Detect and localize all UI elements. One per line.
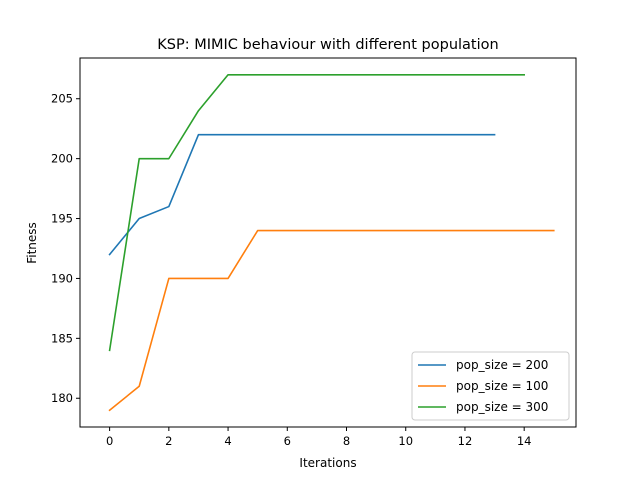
legend: pop_size = 200 pop_size = 100 pop_size = 3… xyxy=(411,351,570,421)
legend-label-2: pop_size = 300 xyxy=(456,400,548,414)
y-tick-label: 200 xyxy=(51,152,73,166)
x-axis-ticks: 0 2 4 6 8 10 12 14 xyxy=(106,427,532,448)
series-layer xyxy=(108,73,555,412)
x-tick-label: 6 xyxy=(284,434,291,448)
x-tick-label: 12 xyxy=(458,434,473,448)
chart-title: KSP: MIMIC behaviour with different popu… xyxy=(157,37,498,53)
legend-label-1: pop_size = 100 xyxy=(456,379,548,393)
legend-label-0: pop_size = 200 xyxy=(456,358,548,372)
x-tick-label: 8 xyxy=(343,434,350,448)
y-tick-label: 195 xyxy=(51,212,73,226)
x-tick-label: 0 xyxy=(106,434,113,448)
series-line-0 xyxy=(108,133,496,256)
series-line-2 xyxy=(108,73,525,352)
plot-area xyxy=(79,57,577,428)
y-axis-label: Fitness xyxy=(25,222,39,264)
x-tick-label: 2 xyxy=(165,434,172,448)
x-tick-label: 14 xyxy=(517,434,532,448)
x-axis-label: Iterations xyxy=(299,456,356,470)
y-tick-label: 185 xyxy=(51,331,73,345)
y-axis-ticks: 180 185 190 195 200 205 xyxy=(51,92,80,405)
x-tick-label: 10 xyxy=(398,434,413,448)
legend-box xyxy=(411,351,570,421)
x-tick-label: 4 xyxy=(224,434,231,448)
y-tick-label: 180 xyxy=(51,391,73,405)
y-tick-label: 205 xyxy=(51,92,73,106)
y-tick-label: 190 xyxy=(51,271,73,285)
series-line-1 xyxy=(108,229,555,412)
